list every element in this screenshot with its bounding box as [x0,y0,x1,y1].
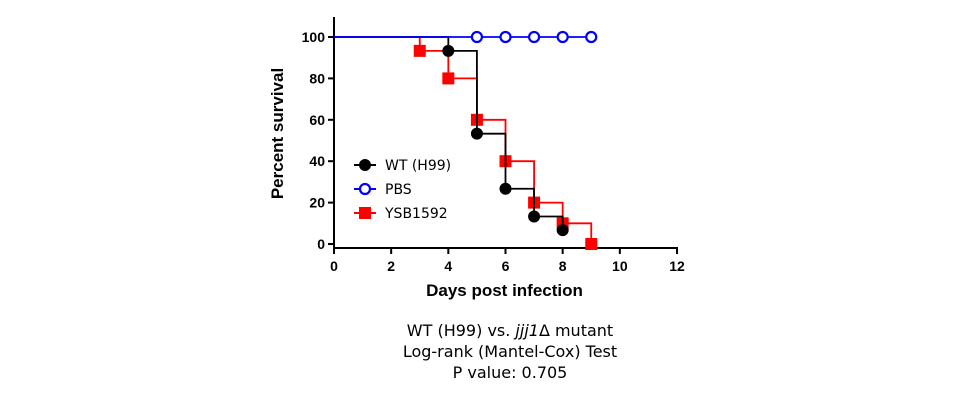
y-tick-label: 0 [317,236,325,252]
x-tick-label: 12 [669,258,685,274]
data-point [556,30,569,44]
chart-series-layer [334,30,598,250]
chart-caption: WT (H99) vs. jjj1Δ mutant Log-rank (Mant… [310,320,710,383]
y-tick-label: 80 [309,70,325,86]
y-tick-label: 40 [309,153,325,169]
data-point [413,44,426,57]
legend-marker [359,159,371,171]
x-tick-label: 8 [559,258,567,274]
data-point [442,72,455,85]
legend-entry: WT (H99) [354,158,451,174]
x-axis-title: Days post infection [426,281,583,300]
caption-comparison: WT (H99) vs. jjj1Δ mutant [310,320,710,341]
chart-axes: 0 20 40 60 80 100 0 2 4 6 8 10 12 Days post infection… [268,17,685,300]
y-tick-label: 60 [309,112,325,128]
legend-label: YSB1592 [384,206,448,222]
x-tick-label: 6 [502,258,510,274]
series-ysb1592 [334,36,598,250]
y-axis-title: Percent survival [268,68,287,199]
chart-legend: WT (H99) PBS YSB1592 [354,158,451,222]
x-tick-label: 10 [612,258,628,274]
legend-label: PBS [385,182,412,198]
legend-label: WT (H99) [385,158,451,174]
data-point [556,224,569,237]
legend-entry: YSB1592 [354,206,448,222]
data-point [442,44,455,57]
series-wt-h99 [334,36,569,237]
x-tick-label: 2 [387,258,395,274]
series-pbs [334,30,598,44]
data-point [527,30,541,44]
data-point [585,238,598,250]
data-point [585,30,598,44]
caption-p-value: P value: 0.705 [452,363,568,382]
data-point [528,210,541,223]
x-tick-label: 4 [444,258,452,274]
legend-marker [359,207,371,219]
caption-test-name: Log-rank (Mantel-Cox) Test [402,342,618,361]
legend-marker [358,182,372,196]
legend-entry: PBS [354,182,412,198]
caption-comparison-suffix: Δ mutant [538,321,614,340]
caption-gene-name: jjj1 [515,321,539,340]
x-tick-label: 0 [330,258,338,274]
y-tick-label: 20 [309,195,325,211]
data-point [499,182,512,195]
data-point [470,30,484,44]
data-point [470,127,483,140]
caption-comparison-prefix: WT (H99) vs. [406,321,516,340]
data-point [499,30,512,44]
y-tick-label: 100 [302,29,326,45]
